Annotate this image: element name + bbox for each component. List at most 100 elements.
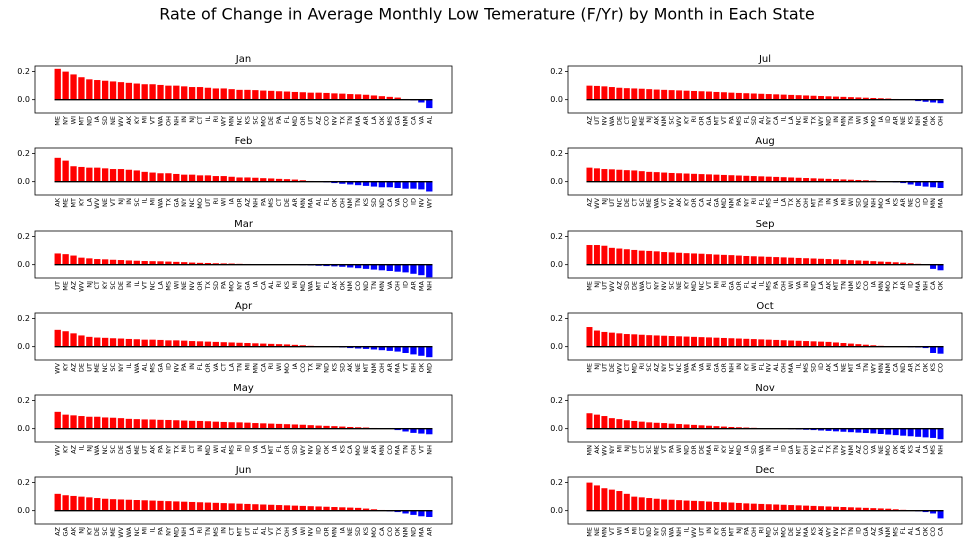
bar [847,260,854,265]
x-tick-label: TX [914,362,922,372]
bar [426,99,433,109]
bar [728,426,735,429]
x-tick-label: ND [378,198,386,208]
bar [631,334,638,347]
x-tick-label: MI [180,445,188,453]
bar [354,264,362,269]
x-tick-label: SD [810,363,818,372]
x-tick-label: LA [922,444,930,453]
x-tick-label: CO [402,198,410,208]
x-tick-label: ME [62,281,70,291]
x-tick-label: IA [869,280,877,287]
x-tick-label: ID [922,198,930,205]
bar [54,157,61,182]
x-tick-label: SC [109,363,117,372]
x-tick-label: ID [907,281,915,288]
bar [94,80,101,100]
bar [378,96,386,100]
bar [54,411,61,429]
x-tick-label: PA [742,526,750,535]
bar [818,96,825,100]
bar [268,423,275,429]
bar [236,342,243,347]
bar [698,253,705,265]
x-tick-label: WI [615,527,623,535]
x-tick-label: MO [780,527,788,538]
x-tick-label: WA [653,197,661,208]
bar [94,498,101,511]
x-tick-label: UT [593,116,601,125]
bar [608,332,615,347]
x-tick-label: WV [54,362,62,373]
bar [165,173,172,182]
x-tick-label: NY [164,527,172,536]
bar [307,92,314,100]
bar [691,500,698,511]
bar [601,245,608,265]
bar [855,344,862,347]
bar [855,179,862,182]
bar [743,255,750,265]
bar [402,428,409,432]
x-tick-label: NJ [623,445,631,452]
subplot-title: Jan [235,54,251,65]
x-tick-label: OR [720,363,728,373]
bar [181,420,188,429]
bar [810,95,817,100]
bar [54,253,61,265]
bar [616,169,623,182]
x-tick-label: MN [228,116,236,127]
x-tick-label: AK [70,526,78,535]
bar [803,95,810,100]
y-tick-label: 0.2 [17,149,30,158]
bar [70,333,77,347]
x-tick-label: SC [133,198,141,207]
x-tick-label: CO [862,281,870,291]
x-tick-label: KS [907,445,915,453]
bar [141,419,148,429]
bar [601,169,608,182]
x-tick-label: WA [757,444,765,455]
x-tick-label: CT [638,527,646,536]
bar [728,92,735,100]
bar [676,424,683,429]
bar [181,340,188,347]
bar [362,94,370,100]
x-tick-label: AK [817,526,825,535]
x-tick-label: WV [93,197,101,208]
x-tick-label: KS [330,363,338,371]
bar [915,428,922,437]
x-tick-label: MD [425,363,433,374]
bar [653,422,660,429]
bar [299,92,306,100]
bar [410,181,417,189]
x-tick-label: VT [402,363,410,371]
x-tick-label: WA [156,197,164,208]
bar [743,338,750,347]
bar [157,339,164,347]
bar [930,264,937,269]
x-tick-label: NH [180,527,188,537]
x-tick-label: MT [712,116,720,126]
bar [870,261,877,265]
subplot-title: Nov [755,383,775,394]
x-tick-label: ID [854,527,862,534]
x-tick-label: CA [259,280,267,290]
bar [586,482,593,511]
bar [291,424,299,429]
x-tick-label: MA [394,362,402,373]
bar [212,88,219,100]
x-tick-label: MS [267,198,275,208]
bar [593,330,600,347]
bar [892,262,899,265]
x-tick-label: NV [810,444,818,454]
bar [608,87,615,100]
bar [370,181,378,187]
x-tick-label: MI [839,198,847,206]
bar [402,181,409,189]
x-tick-label: OK [394,526,402,536]
x-tick-label: AR [899,198,907,207]
x-tick-label: OK [922,526,930,536]
bar [323,264,330,267]
x-tick-label: UT [600,281,608,290]
